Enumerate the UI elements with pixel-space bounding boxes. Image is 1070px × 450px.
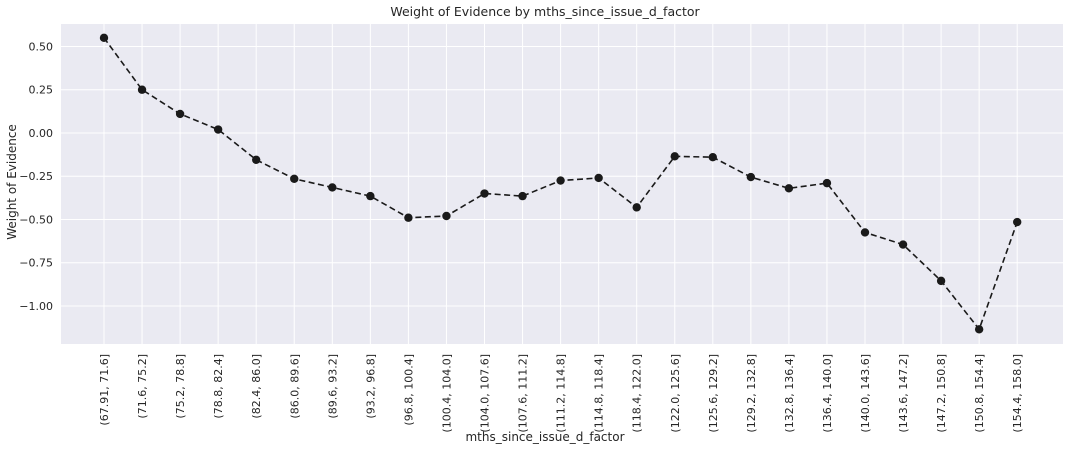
grid-lines <box>61 24 1063 344</box>
y-tick-label: 0.50 <box>29 40 54 53</box>
x-tick-label: (107.6, 111.2] <box>517 354 530 433</box>
x-tick-label: (147.2, 150.8] <box>935 354 948 433</box>
x-tick-label: (96.8, 100.4] <box>402 354 415 426</box>
data-point-marker <box>822 178 832 188</box>
x-tick-label: (93.2, 96.8] <box>364 354 377 419</box>
data-point-marker <box>99 33 109 43</box>
x-tick-label: (78.8, 82.4] <box>212 354 225 419</box>
x-tick-label: (125.6, 129.2] <box>707 354 720 433</box>
data-point-marker <box>974 325 984 334</box>
data-point-marker <box>213 125 223 134</box>
x-tick-label: (132.8, 136.4] <box>783 354 796 433</box>
data-point-marker <box>518 191 527 201</box>
data-point-marker <box>632 203 641 212</box>
x-tick-label: (114.8, 118.4] <box>593 354 606 433</box>
data-point-marker <box>556 176 565 185</box>
data-point-marker <box>746 172 756 182</box>
chart-title: Weight of Evidence by mths_since_issue_d… <box>390 4 700 19</box>
data-point-marker <box>328 183 337 192</box>
x-tick-label: (71.6, 75.2] <box>136 354 149 419</box>
x-tick-label: (129.2, 132.8] <box>745 354 758 433</box>
x-tick-label: (118.4, 122.0] <box>631 354 644 433</box>
data-point-marker <box>784 184 794 193</box>
x-tick-label: (75.2, 78.8] <box>174 354 187 419</box>
y-tick-label: 0.00 <box>29 127 54 140</box>
y-tick-label: 0.25 <box>29 84 54 97</box>
data-point-marker <box>137 85 147 94</box>
x-tick-label: (140.0, 143.6] <box>859 354 872 433</box>
x-tick-label: (89.6, 93.2] <box>326 354 339 419</box>
x-tick-labels: (67.91, 71.6] (71.6, 75.2] (75.2, 78.8] (78… <box>98 354 1024 433</box>
y-tick-label: −0.25 <box>19 170 53 183</box>
y-tick-label: −1.00 <box>19 300 53 313</box>
data-point-marker <box>404 213 413 222</box>
x-tick-label: (67.91, 71.6] <box>98 354 111 426</box>
x-axis-label: mths_since_issue_d_factor <box>465 430 624 444</box>
data-point-marker <box>594 173 603 183</box>
x-tick-label: (150.8, 154.4] <box>973 354 986 433</box>
y-tick-label: −0.50 <box>19 213 53 226</box>
series-markers <box>99 33 1022 334</box>
data-point-marker <box>252 155 261 164</box>
x-tick-label: (143.6, 147.2] <box>897 354 910 433</box>
y-tick-label: −0.75 <box>19 257 53 270</box>
data-point-marker <box>1013 217 1022 227</box>
x-tick-label: (86.0, 89.6] <box>288 354 301 419</box>
data-point-marker <box>860 228 870 237</box>
data-point-marker <box>936 276 946 286</box>
x-tick-label: (104.0, 107.6] <box>479 354 492 433</box>
data-point-marker <box>175 109 185 119</box>
data-point-marker <box>708 152 717 162</box>
x-tick-label: (136.4, 140.0] <box>821 354 834 433</box>
x-tick-label: (122.0, 125.6] <box>669 354 682 433</box>
x-tick-label: (111.2, 114.8] <box>555 354 568 433</box>
data-point-marker <box>480 189 489 198</box>
data-point-marker <box>670 152 679 161</box>
data-point-marker <box>290 174 299 184</box>
x-tick-label: (154.4, 158.0] <box>1011 354 1024 433</box>
x-tick-label: (82.4, 86.0] <box>250 354 263 419</box>
y-tick-labels: 0.50 0.25 0.00 −0.25 −0.50 −0.75 −1.00 <box>19 40 53 312</box>
data-point-marker <box>442 211 451 221</box>
data-point-marker <box>366 191 375 201</box>
data-point-marker <box>898 240 908 249</box>
x-tick-label: (100.4, 104.0] <box>440 354 453 433</box>
y-axis-label: Weight of Evidence <box>5 124 19 240</box>
